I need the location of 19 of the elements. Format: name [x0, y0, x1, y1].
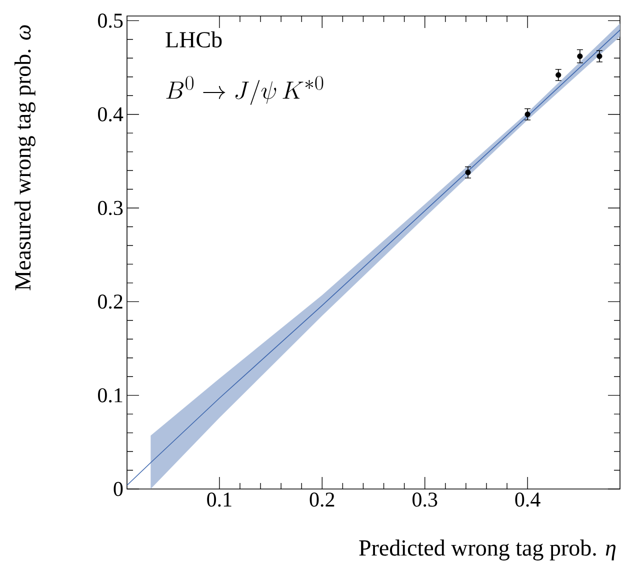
y-tick-label: 0.1 [98, 388, 122, 402]
point [556, 72, 562, 78]
x-axis-title: Predicted wrong tag prob. η [359, 540, 616, 560]
point [524, 112, 530, 118]
annotation: LHCb [166, 31, 222, 48]
point [465, 170, 471, 176]
y-tick-label: 0.5 [98, 14, 123, 28]
annotation: $B^0\to J/\psi\, K^{*0}$ [166, 76, 324, 105]
point [596, 53, 602, 60]
x-tick-label: 0.1 [207, 492, 232, 507]
y-tick-label: 0.2 [98, 294, 122, 309]
y-tick-label: 0 [114, 482, 123, 496]
y-axis-title: Measured wrong tag prob. ω [14, 25, 36, 290]
x-tick-label: 0.4 [515, 492, 540, 507]
x-tick-label: 0.3 [412, 492, 438, 507]
y-tick-label: 0.3 [98, 200, 123, 216]
y-tick-label: 0.4 [98, 107, 124, 122]
x-tick-label: 0.2 [310, 492, 334, 507]
point [577, 53, 583, 60]
